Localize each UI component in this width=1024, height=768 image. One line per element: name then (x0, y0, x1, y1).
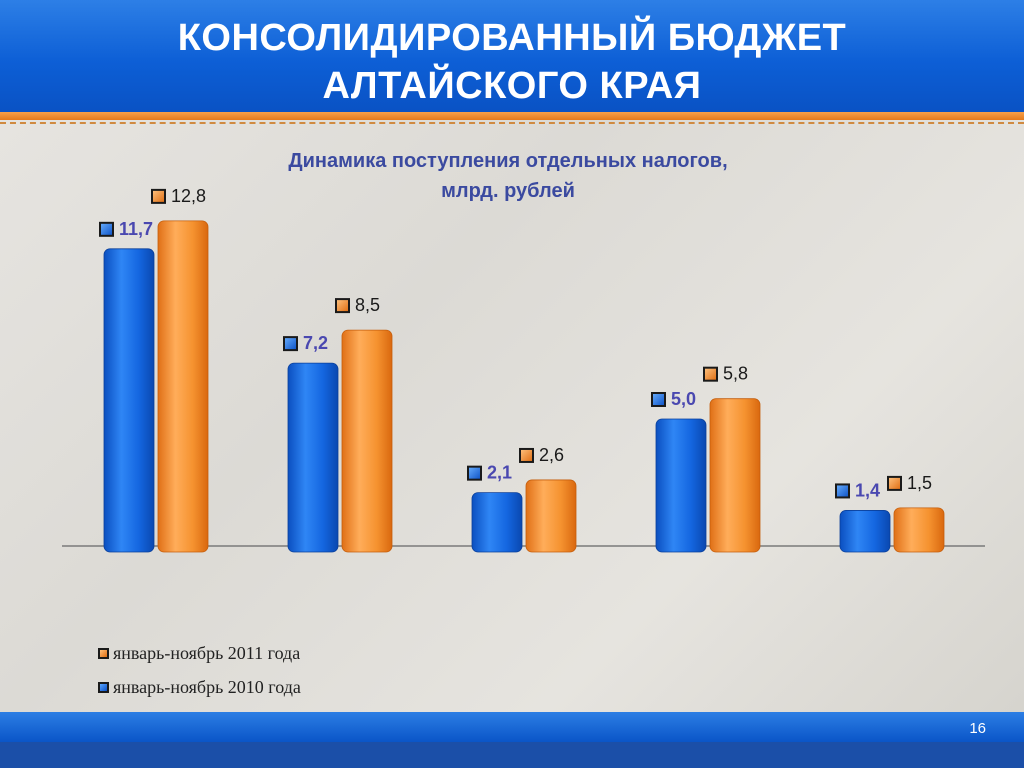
data-label-2011-4: 5,8 (723, 364, 748, 384)
data-label-2010-3: 2,1 (487, 463, 512, 483)
data-label-2010-1: 11,7 (119, 219, 153, 239)
bar-2011-4 (709, 398, 761, 553)
header-bar (0, 0, 1024, 112)
page-number: 16 (969, 720, 986, 737)
data-label-marker-2010-4 (651, 392, 666, 407)
bar-2010-2 (287, 362, 339, 553)
bar-2010-4 (655, 418, 707, 553)
slide-title: КОНСОЛИДИРОВАННЫЙ БЮДЖЕТ АЛТАЙСКОГО КРАЯ (0, 14, 1024, 110)
data-label-2010-2: 7,2 (303, 333, 328, 353)
chart-legend: январь-ноябрь 2011 года январь-ноябрь 20… (98, 636, 301, 704)
data-label-marker-2010-3 (467, 465, 482, 481)
data-label-2010-4: 5,0 (671, 389, 696, 409)
data-label-2011-5: 1,5 (907, 473, 932, 493)
bar-2011-3 (525, 479, 577, 553)
header-orange-stripe (0, 112, 1024, 120)
data-label-marker-2011-2 (335, 298, 350, 314)
legend-label-2010: январь-ноябрь 2010 года (113, 676, 301, 697)
slide-title-line1: КОНСОЛИДИРОВАННЫЙ БЮДЖЕТ (177, 17, 847, 59)
bar-2011-1 (157, 220, 209, 553)
data-label-marker-2010-2 (283, 336, 298, 352)
legend-marker-2010 (98, 681, 109, 693)
header-dashed-divider (0, 122, 1024, 124)
data-label-marker-2011-5 (887, 475, 902, 491)
data-label-marker-2010-1 (99, 221, 114, 237)
bar-chart: 11,7 7,2 2,1 5,0 1,4 12,8 8,5 2,6 5,8 1,5 (62, 186, 985, 553)
data-label-marker-2010-5 (835, 483, 850, 499)
footer-bottom-band (0, 742, 1024, 768)
bar-2010-5 (839, 510, 891, 553)
footer-bar (0, 712, 1024, 742)
legend-item-2010: январь-ноябрь 2010 года (98, 670, 301, 704)
legend-item-2011: январь-ноябрь 2011 года (98, 636, 301, 670)
chart-title-line2: млрд. рублей (441, 180, 575, 202)
data-label-marker-2011-1 (151, 188, 166, 204)
bar-2010-3 (471, 492, 523, 553)
bar-2011-2 (341, 329, 393, 553)
data-label-marker-2011-4 (703, 366, 718, 382)
legend-label-2011: январь-ноябрь 2011 года (113, 642, 301, 663)
bar-2010-1 (103, 248, 155, 553)
data-label-2011-2: 8,5 (355, 295, 380, 315)
slide-title-line2: АЛТАЙСКОГО КРАЯ (322, 65, 702, 107)
chart-title-line1: Динамика поступления отдельных налогов, (288, 150, 728, 172)
bar-2011-5 (893, 507, 945, 553)
chart-title: Динамика поступления отдельных налогов, … (0, 146, 1016, 206)
data-label-2011-1: 12,8 (171, 186, 206, 206)
data-label-2010-5: 1,4 (855, 480, 880, 500)
data-label-marker-2011-3 (519, 447, 534, 463)
legend-marker-2011 (98, 647, 109, 659)
data-label-2011-3: 2,6 (539, 445, 564, 465)
